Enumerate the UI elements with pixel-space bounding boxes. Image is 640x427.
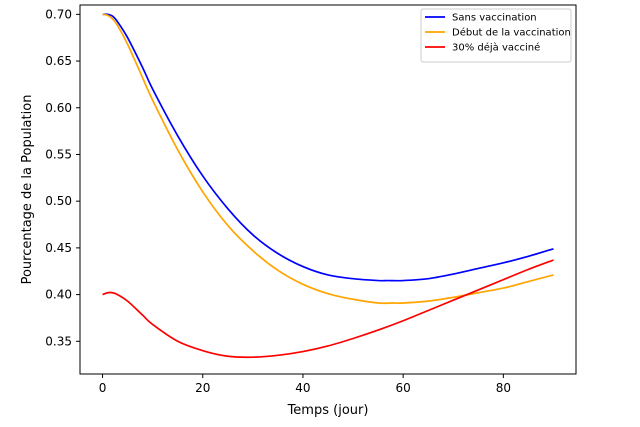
y-tick-label: 0.35 [45,334,72,348]
legend-label: 30% déjà vacciné [452,42,540,54]
y-tick-label: 0.60 [45,101,72,115]
y-tick-label: 0.70 [45,7,72,21]
plot-frame [79,4,577,375]
x-tick-label: 40 [295,381,310,395]
series-line-2 [102,13,554,305]
y-tick-label: 0.65 [45,54,72,68]
y-axis: 0.35 0.40 0.45 0.50 0.55 0.60 0.65 0.70 [45,7,80,348]
series-line-3 [102,259,554,359]
legend: Sans vaccination Début de la vaccination 3… [420,8,572,63]
series-layer [102,13,554,359]
y-tick-label: 0.50 [45,194,72,208]
x-tick-label: 20 [195,381,210,395]
legend-label: Sans vaccination [452,13,537,24]
x-tick-label: 80 [496,381,511,395]
legend-label: Début de la vaccination [452,27,571,39]
x-axis: 0 20 40 60 80 [99,374,511,395]
x-axis-title: Temps (jour) [287,403,369,418]
x-tick-label: 60 [396,381,411,395]
y-tick-label: 0.55 [45,147,72,161]
series-line-1 [102,13,554,282]
y-axis-title: Pourcentage de la Population [20,95,35,285]
legend-box [420,8,572,63]
y-tick-label: 0.45 [45,241,72,255]
y-tick-label: 0.40 [45,288,72,302]
x-tick-label: 0 [99,381,107,395]
